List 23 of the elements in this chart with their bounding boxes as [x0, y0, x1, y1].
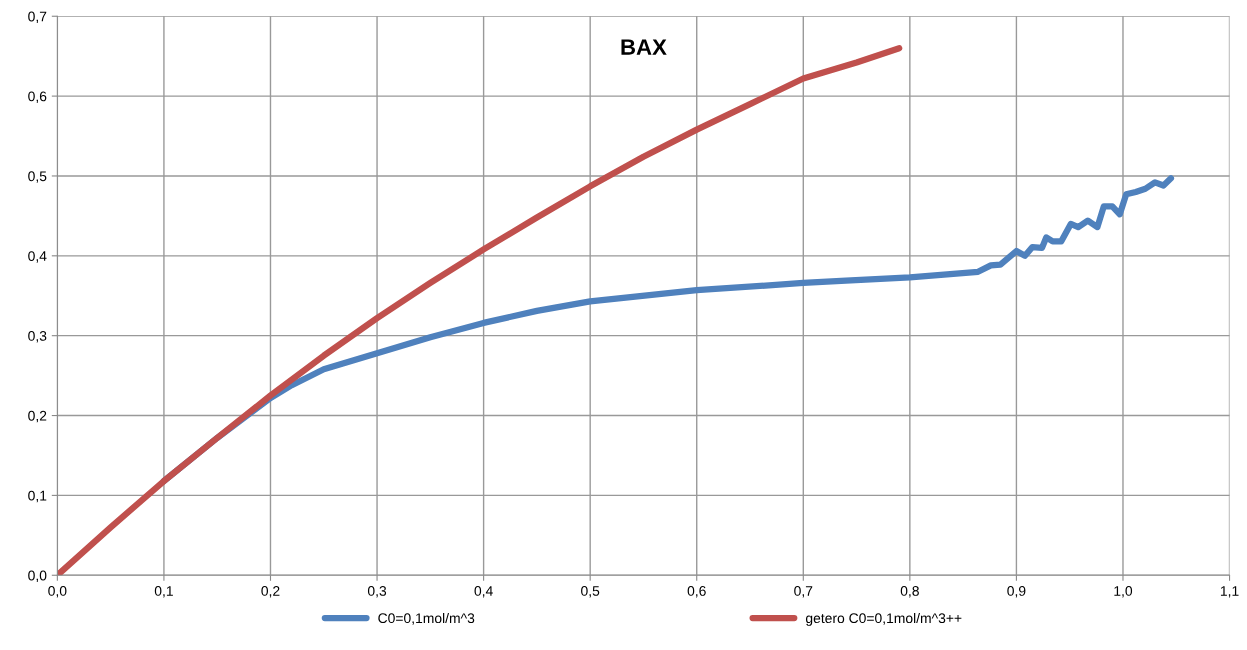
x-tick-label: 0,2 [261, 586, 280, 598]
y-tick-label: 0,4 [28, 251, 47, 263]
y-tick-label: 0,2 [28, 410, 47, 423]
x-tick-label: 1,1 [1220, 586, 1239, 598]
x-tick-label: 0,5 [581, 586, 600, 598]
x-tick-label: 0,7 [794, 586, 813, 598]
x-tick-label: 0,4 [474, 586, 493, 598]
x-tick-label: 0,6 [687, 586, 706, 598]
legend-label: C0=0,1mol/m^3 [378, 612, 475, 625]
x-tick-label: 0,8 [900, 586, 919, 598]
x-tick-label: 0,3 [367, 586, 387, 598]
y-tick-label: 0,3 [28, 331, 47, 343]
y-tick-label: 0,0 [28, 570, 47, 583]
y-tick-label: 0,7 [28, 11, 47, 24]
legend-label: getero C0=0,1mol/m^3++ [805, 612, 962, 626]
y-tick-label: 0,6 [28, 91, 47, 103]
x-tick-label: 0,9 [1007, 586, 1026, 598]
x-tick-label: 0,0 [48, 586, 67, 598]
text: BAX [621, 39, 667, 55]
y-tick-label: 0,5 [28, 171, 47, 183]
y-tick-label: 0,1 [28, 490, 47, 503]
x-tick-label: 0,1 [154, 586, 173, 598]
x-tick-label: 1,0 [1114, 586, 1133, 598]
